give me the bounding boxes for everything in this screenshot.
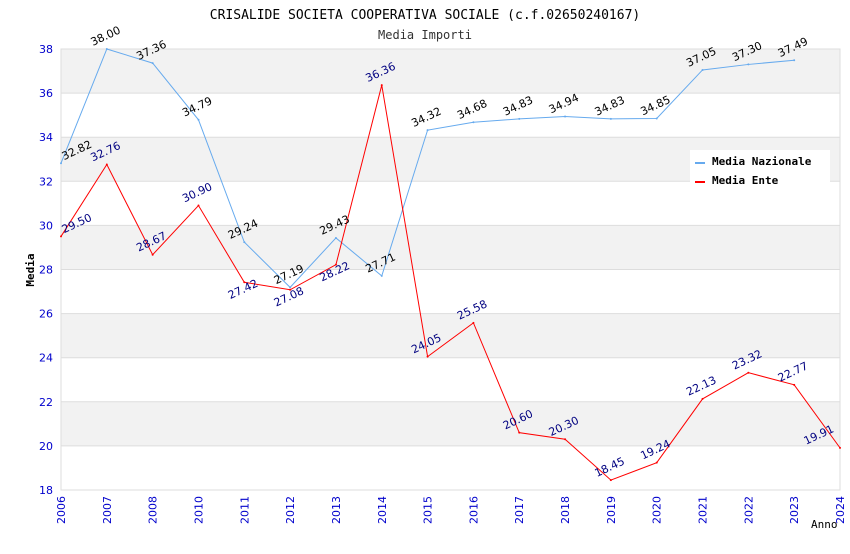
y-tick-label: 26 (39, 308, 53, 321)
y-tick-label: 34 (39, 131, 53, 144)
data-label: 34.83 (501, 94, 535, 119)
grid-band (61, 313, 840, 358)
x-tick-label: 2021 (697, 496, 710, 524)
data-point (334, 236, 337, 239)
x-tick-label: 2016 (467, 496, 480, 524)
data-point (151, 253, 154, 256)
x-tick-label: 2006 (55, 496, 68, 524)
legend: Media Nazionale Media Ente (690, 150, 830, 187)
data-point (472, 121, 475, 124)
data-point (564, 115, 567, 118)
x-tick-label: 2012 (284, 496, 297, 524)
grid-band (61, 401, 840, 446)
x-tick-label: 2010 (192, 496, 205, 524)
data-label: 30.90 (180, 180, 214, 205)
data-point (380, 274, 383, 277)
x-axis-label: Anno (811, 518, 838, 531)
data-point (793, 383, 796, 386)
y-tick-label: 20 (39, 440, 53, 453)
data-point (609, 479, 612, 482)
x-tick-label: 2007 (101, 496, 114, 524)
data-label: 34.32 (409, 105, 443, 130)
legend-label-ente: Media Ente (712, 174, 779, 187)
data-label: 34.94 (547, 91, 581, 116)
x-tick-label: 2023 (788, 496, 801, 524)
data-point (289, 286, 292, 289)
y-tick-label: 32 (39, 175, 53, 188)
data-label: 34.79 (180, 94, 214, 119)
grid-band (61, 225, 840, 270)
data-point (105, 48, 108, 50)
data-point (518, 117, 521, 120)
y-axis-label: Media (24, 253, 37, 286)
data-label: 34.83 (593, 94, 627, 119)
grid-band (61, 49, 840, 94)
data-point (105, 163, 108, 166)
legend-swatch-nazionale (695, 162, 705, 164)
data-point (426, 129, 429, 132)
data-point (243, 281, 246, 284)
series-line-ente (60, 85, 841, 481)
x-tick-label: 2022 (742, 496, 755, 524)
y-tick-label: 24 (39, 352, 53, 365)
chart-subtitle: Media Importi (378, 28, 472, 42)
data-point (243, 241, 246, 244)
data-label: 38.00 (89, 24, 123, 49)
y-tick-label: 18 (39, 484, 53, 497)
data-point (60, 235, 62, 238)
y-tick-label: 30 (39, 219, 53, 232)
data-point (609, 117, 612, 120)
data-point (426, 355, 429, 358)
data-point (655, 461, 658, 464)
data-label: 27.08 (272, 284, 306, 309)
y-tick-label: 38 (39, 43, 53, 56)
data-point (334, 263, 337, 266)
data-point (655, 117, 658, 120)
data-point (839, 446, 841, 449)
y-tick-label: 36 (39, 87, 53, 100)
x-tick-label: 2011 (238, 496, 251, 524)
data-point (197, 204, 200, 207)
x-tick-label: 2015 (422, 496, 435, 524)
data-point (747, 371, 750, 374)
x-tick-label: 2024 (834, 496, 847, 524)
x-tick-label: 2019 (605, 496, 618, 524)
data-point (518, 431, 521, 434)
data-point (793, 59, 796, 62)
y-tick-label: 28 (39, 264, 53, 277)
x-tick-label: 2014 (376, 496, 389, 524)
data-point (197, 118, 200, 121)
data-label: 22.77 (776, 359, 810, 384)
data-point (380, 84, 383, 87)
data-point (564, 438, 567, 441)
data-point (472, 321, 475, 324)
data-label: 34.68 (455, 97, 489, 122)
data-point (151, 62, 154, 65)
x-tick-label: 2020 (651, 496, 664, 524)
x-tick-label: 2013 (330, 496, 343, 524)
chart-title: CRISALIDE SOCIETA COOPERATIVA SOCIALE (c… (210, 8, 640, 23)
y-tick-label: 22 (39, 396, 53, 409)
data-point (701, 397, 704, 400)
x-tick-label: 2008 (147, 496, 160, 524)
x-tick-label: 2018 (559, 496, 572, 524)
data-point (747, 63, 750, 66)
x-tick-label: 2017 (513, 496, 526, 524)
data-point (60, 162, 62, 165)
legend-label-nazionale: Media Nazionale (712, 155, 812, 168)
legend-swatch-ente (695, 181, 705, 183)
data-label: 34.85 (638, 93, 672, 118)
data-point (289, 288, 292, 291)
data-point (701, 68, 704, 71)
data-label: 22.13 (684, 374, 718, 399)
